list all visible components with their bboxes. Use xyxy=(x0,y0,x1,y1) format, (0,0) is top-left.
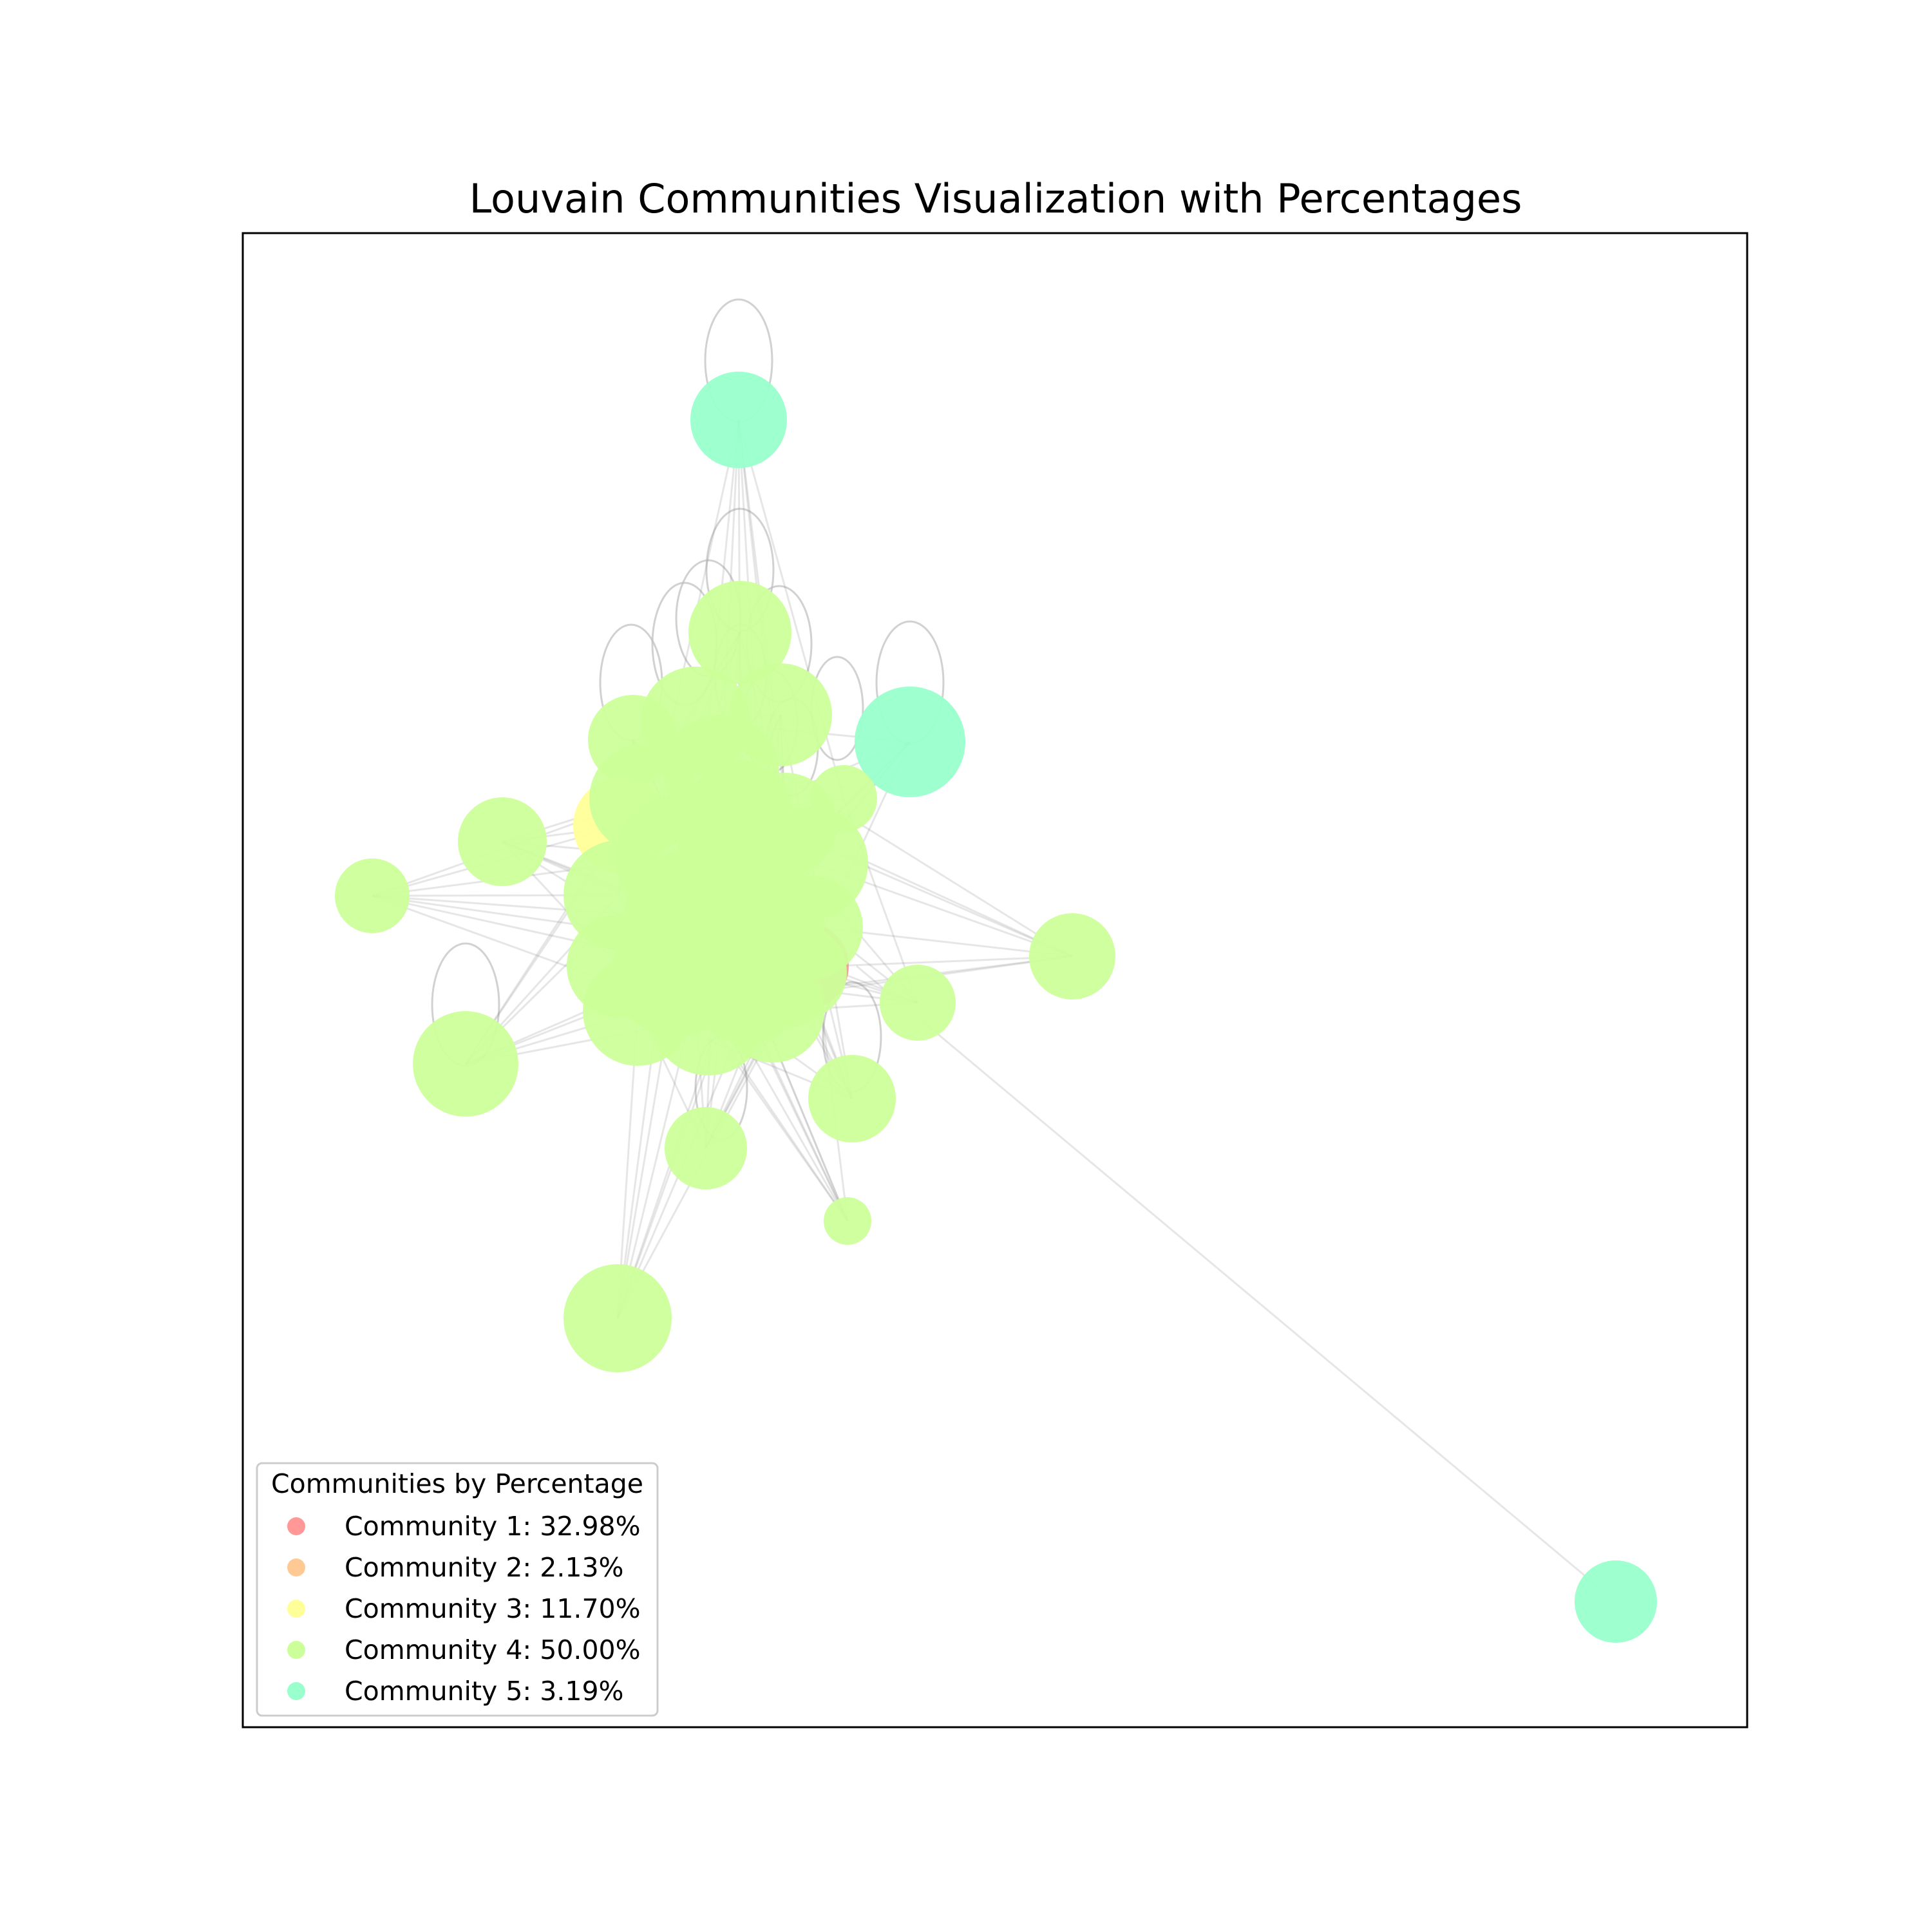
legend-marker-community-1 xyxy=(287,1517,305,1535)
community-4-node xyxy=(458,797,547,886)
edges xyxy=(372,419,1616,1603)
legend: Communities by Percentage Community 1: 3… xyxy=(256,1462,659,1717)
community-4-node xyxy=(824,1197,871,1245)
legend-label-community-1: Community 1: 32.98% xyxy=(345,1511,641,1542)
legend-marker-community-5 xyxy=(287,1682,305,1700)
community-4-node xyxy=(665,1107,747,1189)
community-4-node xyxy=(688,581,791,684)
community-5-node xyxy=(690,372,787,468)
community-4-node xyxy=(880,965,956,1041)
legend-label-community-4: Community 4: 50.00% xyxy=(345,1634,641,1665)
chart-title: Louvain Communities Visualization with P… xyxy=(469,175,1522,222)
community-4-node xyxy=(1029,913,1115,999)
community-4-node xyxy=(673,886,795,1008)
legend-marker-community-3 xyxy=(287,1600,305,1618)
legend-box xyxy=(256,1462,659,1717)
community-4-node xyxy=(413,1011,518,1117)
community-5-node xyxy=(855,687,965,797)
nodes xyxy=(335,372,1657,1643)
legend-label-community-5: Community 5: 3.19% xyxy=(345,1676,624,1707)
community-4-node xyxy=(564,1264,672,1372)
legend-title: Communities by Percentage xyxy=(271,1468,643,1499)
legend-marker-community-2 xyxy=(287,1558,305,1577)
community-5-node xyxy=(1575,1560,1657,1643)
community-4-node xyxy=(689,760,792,863)
legend-label-community-3: Community 3: 11.70% xyxy=(345,1593,641,1624)
community-4-node xyxy=(335,858,410,933)
network-edge xyxy=(856,965,1616,1603)
legend-marker-community-4 xyxy=(287,1641,305,1659)
community-4-node xyxy=(808,1055,896,1142)
plot-frame xyxy=(242,232,1748,1728)
legend-label-community-2: Community 2: 2.13% xyxy=(345,1552,624,1583)
